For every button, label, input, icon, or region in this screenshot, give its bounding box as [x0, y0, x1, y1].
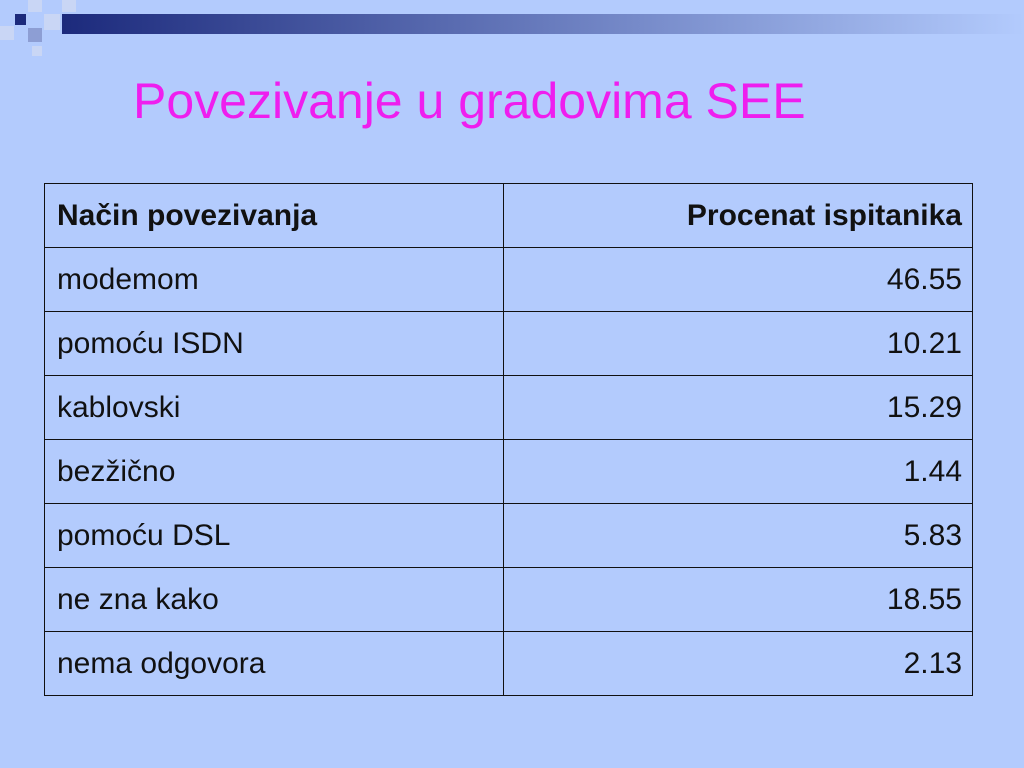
method-cell: pomoću DSL: [44, 503, 504, 568]
percent-cell: 1.44: [503, 439, 973, 504]
square: [0, 26, 14, 40]
header-cell: Procenat ispitanika: [503, 183, 973, 248]
table-row: kablovski 15.29: [44, 375, 973, 440]
percent-cell: 15.29: [503, 375, 973, 440]
method-cell: bezžično: [44, 439, 504, 504]
header-cell: Način povezivanja: [44, 183, 504, 248]
square: [28, 0, 42, 12]
slide-title: Povezivanje u gradovima SEE: [133, 73, 806, 129]
percent-cell: 18.55: [503, 567, 973, 632]
percent-cell: 46.55: [503, 247, 973, 312]
percent-cell: 2.13: [503, 631, 973, 696]
square: [44, 14, 60, 30]
decoration: [0, 0, 1024, 56]
method-cell: modemom: [44, 247, 504, 312]
gradient-bar: [62, 14, 1024, 34]
percent-cell: 5.83: [503, 503, 973, 568]
method-cell: kablovski: [44, 375, 504, 440]
square: [15, 14, 26, 25]
method-cell: ne zna kako: [44, 567, 504, 632]
square: [62, 0, 76, 12]
table-row: bezžično 1.44: [44, 439, 973, 504]
table-row: nema odgovora 2.13: [44, 631, 973, 696]
method-cell: nema odgovora: [44, 631, 504, 696]
table-row: pomoću DSL 5.83: [44, 503, 973, 568]
square: [32, 46, 42, 56]
header-row: Način povezivanja Procenat ispitanika: [44, 183, 973, 248]
table-body: modemom 46.55 pomoću ISDN 10.21 kablovski 15.…: [44, 247, 973, 696]
table-row: ne zna kako 18.55: [44, 567, 973, 632]
percent-cell: 10.21: [503, 311, 973, 376]
data-table: Način povezivanja Procenat ispitanika mo…: [44, 183, 973, 696]
method-cell: pomoću ISDN: [44, 311, 504, 376]
table-row: pomoću ISDN 10.21: [44, 311, 973, 376]
table-row: modemom 46.55: [44, 247, 973, 312]
square: [28, 28, 42, 42]
